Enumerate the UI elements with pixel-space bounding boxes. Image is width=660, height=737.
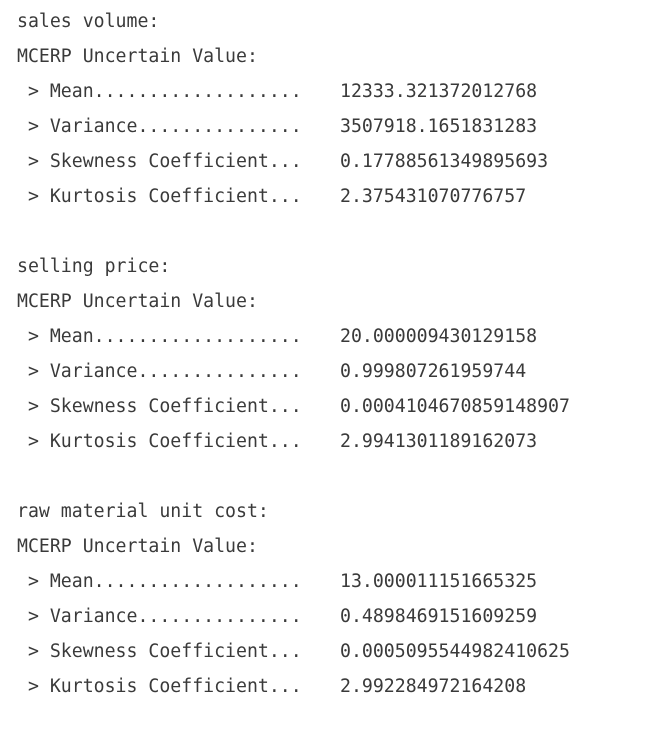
stat-value: 0.4898469151609259 xyxy=(340,606,538,627)
uncertain-value-header: MCERP Uncertain Value: xyxy=(17,536,258,557)
stat-label: > Mean................... xyxy=(17,326,302,347)
stat-row-mean: > Mean................... 13.000011151665… xyxy=(17,569,570,604)
stat-row-skewness: > Skewness Coefficient... 0.0005095544982… xyxy=(17,639,570,674)
stat-value: 0.999807261959744 xyxy=(340,361,527,382)
stat-row-kurtosis: > Kurtosis Coefficient... 2.9941301189162… xyxy=(17,429,570,464)
stat-value: 13.000011151665325 xyxy=(340,571,538,592)
stat-row-kurtosis: > Kurtosis Coefficient... 2.3754310707767… xyxy=(17,184,570,219)
stat-value: 20.000009430129158 xyxy=(340,326,538,347)
stat-label: > Kurtosis Coefficient... xyxy=(17,186,302,207)
stat-value: 0.17788561349895693 xyxy=(340,151,549,172)
stat-row-variance: > Variance............... 3507918.1651831… xyxy=(17,114,570,149)
stat-value: 2.992284972164208 xyxy=(340,676,527,697)
output-block-selling-price: selling price: MCERP Uncertain Value: > … xyxy=(17,254,570,464)
stat-label: > Mean................... xyxy=(17,571,302,592)
uncertain-value-header: MCERP Uncertain Value: xyxy=(17,291,258,312)
stat-value: 0.0005095544982410625 xyxy=(340,641,570,662)
stat-label: > Variance............... xyxy=(17,116,302,137)
uncertain-value-header: MCERP Uncertain Value: xyxy=(17,46,258,67)
blank-line xyxy=(17,464,570,499)
stat-label: > Skewness Coefficient... xyxy=(17,151,302,172)
stat-row-mean: > Mean................... 12333.321372012… xyxy=(17,79,570,114)
stat-label: > Kurtosis Coefficient... xyxy=(17,431,302,452)
stat-row-skewness: > Skewness Coefficient... 0.1778856134989… xyxy=(17,149,570,184)
stat-label: > Mean................... xyxy=(17,81,302,102)
stat-value: 12333.321372012768 xyxy=(340,81,538,102)
stat-label: > Variance............... xyxy=(17,361,302,382)
stat-row-kurtosis: > Kurtosis Coefficient... 2.9922849721642… xyxy=(17,674,570,709)
stat-label: > Skewness Coefficient... xyxy=(17,396,302,417)
stat-label: > Kurtosis Coefficient... xyxy=(17,676,302,697)
stat-label: > Variance............... xyxy=(17,606,302,627)
output-block-raw-material-unit-cost: raw material unit cost: MCERP Uncertain … xyxy=(17,499,570,709)
stat-row-variance: > Variance............... 0.4898469151609… xyxy=(17,604,570,639)
stat-value: 2.375431070776757 xyxy=(340,186,527,207)
variable-name: sales volume: xyxy=(17,11,160,32)
stat-row-skewness: > Skewness Coefficient... 0.0004104670859… xyxy=(17,394,570,429)
stat-row-mean: > Mean................... 20.000009430129… xyxy=(17,324,570,359)
blank-line xyxy=(17,219,570,254)
stat-value: 0.0004104670859148907 xyxy=(340,396,570,417)
stat-value: 3507918.1651831283 xyxy=(340,116,538,137)
stat-label: > Skewness Coefficient... xyxy=(17,641,302,662)
output-block-sales-volume: sales volume: MCERP Uncertain Value: > M… xyxy=(17,9,570,219)
stat-row-variance: > Variance............... 0.9998072619597… xyxy=(17,359,570,394)
variable-name: raw material unit cost: xyxy=(17,501,269,522)
variable-name: selling price: xyxy=(17,256,171,277)
console-output: sales volume: MCERP Uncertain Value: > M… xyxy=(17,9,570,709)
stat-value: 2.9941301189162073 xyxy=(340,431,538,452)
